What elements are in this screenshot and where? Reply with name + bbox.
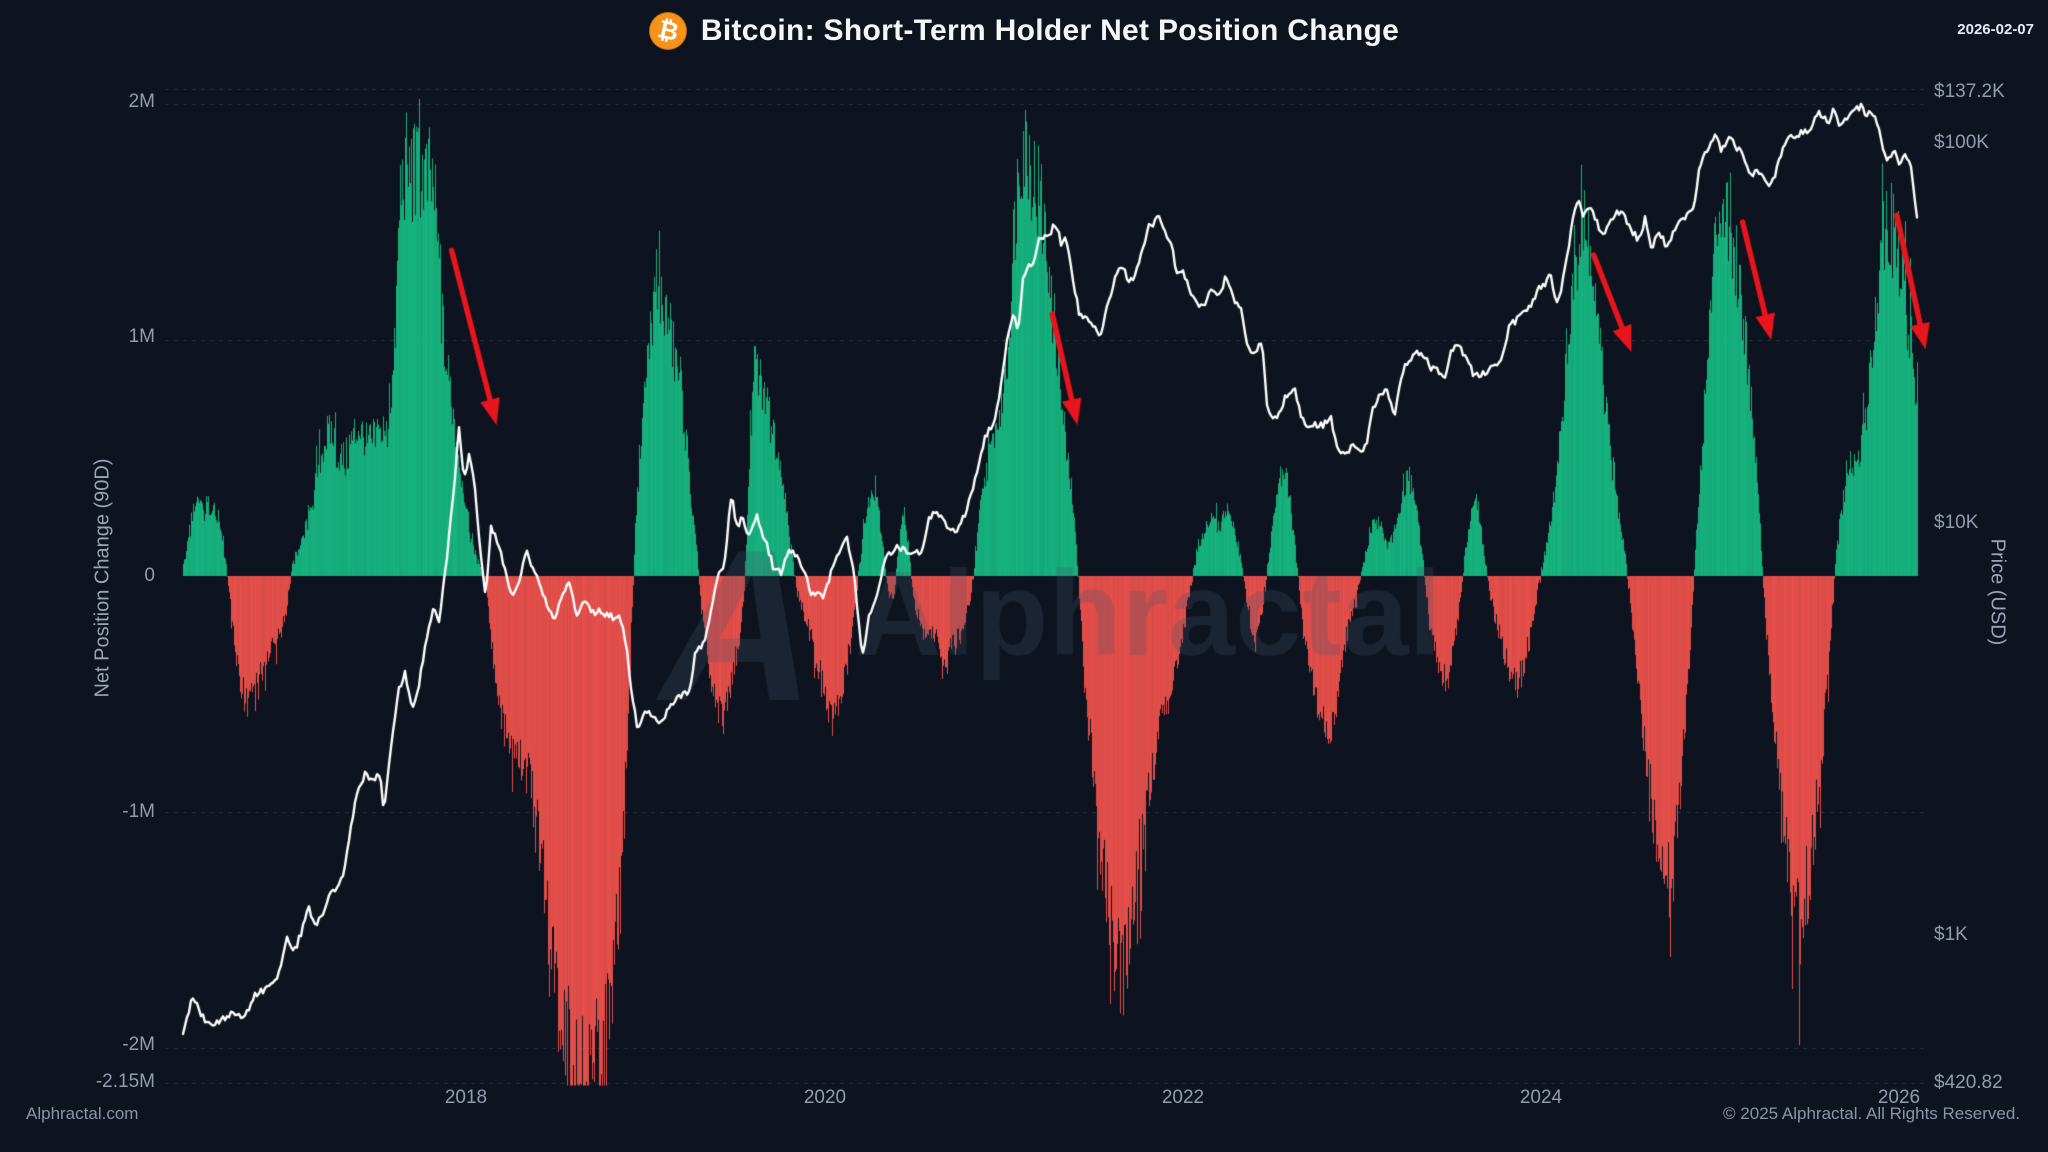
x-axis-tick: 2024 <box>1519 1087 1563 1108</box>
bitcoin-icon: ₿ <box>648 12 687 50</box>
x-axis-tick: 2018 <box>444 1087 488 1108</box>
left-axis-tick: 2M <box>128 91 155 112</box>
right-axis-tick: $100K <box>1934 132 1989 153</box>
left-axis-tick: -2.15M <box>95 1071 155 1092</box>
left-axis-tick: -2M <box>122 1034 155 1055</box>
page-title: Bitcoin: Short-Term Holder Net Position … <box>700 14 1400 47</box>
x-axis-tick: 2022 <box>1161 1087 1205 1108</box>
x-axis-tick: 2026 <box>1877 1087 1921 1108</box>
left-axis-tick: 1M <box>128 326 155 347</box>
left-axis-tick: -1M <box>122 801 155 822</box>
left-axis-tick: 0 <box>144 565 155 586</box>
right-axis-tick: $10K <box>1934 512 1979 533</box>
right-axis-tick: $137.2K <box>1934 81 2005 102</box>
chart-header: ₿ Bitcoin: Short-Term Holder Net Positio… <box>0 12 2048 50</box>
footer-site-link: Alphractal.com <box>26 1104 139 1123</box>
chart-date: 2026-02-07 <box>1957 21 2034 38</box>
x-axis-tick: 2020 <box>803 1087 847 1108</box>
left-axis-title: Net Position Change (90D) <box>91 458 114 698</box>
right-axis-tick: $420.82 <box>1934 1072 2003 1093</box>
right-axis-tick: $1K <box>1934 924 1968 945</box>
right-axis-title: Price (USD) <box>1986 538 2009 646</box>
footer-copyright: © 2025 Alphractal. All Rights Reserved. <box>1723 1104 2020 1123</box>
